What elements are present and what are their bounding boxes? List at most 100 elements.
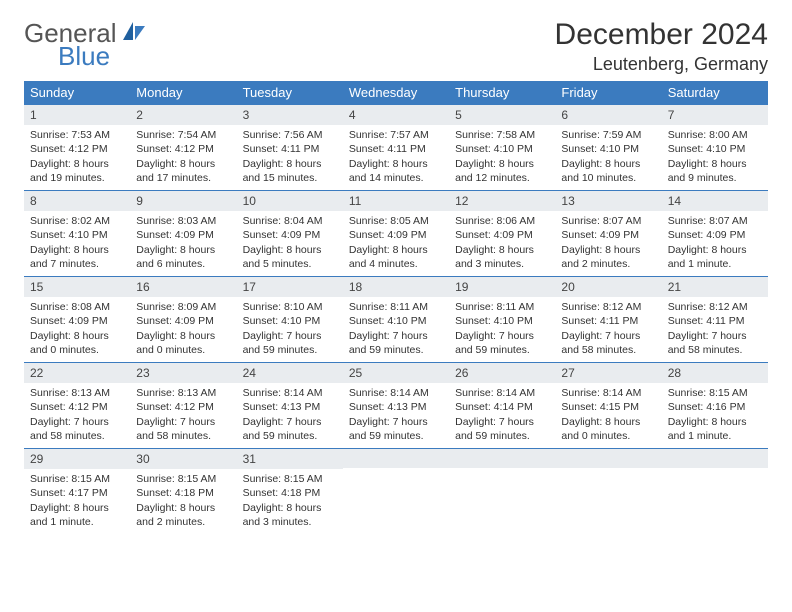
calendar-cell: 7Sunrise: 8:00 AMSunset: 4:10 PMDaylight… <box>662 104 768 190</box>
sunrise-text: Sunrise: 8:04 AM <box>243 214 337 228</box>
sunset-text: Sunset: 4:10 PM <box>30 228 124 242</box>
daylight-text: Daylight: 8 hours and 19 minutes. <box>30 157 124 185</box>
daylight-text: Daylight: 7 hours and 59 minutes. <box>243 415 337 443</box>
sunrise-text: Sunrise: 8:08 AM <box>30 300 124 314</box>
day-body: Sunrise: 8:11 AMSunset: 4:10 PMDaylight:… <box>449 297 555 361</box>
sunrise-text: Sunrise: 8:13 AM <box>136 386 230 400</box>
daylight-text: Daylight: 7 hours and 59 minutes. <box>349 415 443 443</box>
weekday-header: Tuesday <box>237 81 343 104</box>
day-body: Sunrise: 7:59 AMSunset: 4:10 PMDaylight:… <box>555 125 661 189</box>
day-number: 23 <box>130 362 236 383</box>
day-number: 26 <box>449 362 555 383</box>
day-number: 15 <box>24 276 130 297</box>
day-body: Sunrise: 8:05 AMSunset: 4:09 PMDaylight:… <box>343 211 449 275</box>
sunset-text: Sunset: 4:10 PM <box>243 314 337 328</box>
day-number: 14 <box>662 190 768 211</box>
day-number: 16 <box>130 276 236 297</box>
daylight-text: Daylight: 7 hours and 58 minutes. <box>136 415 230 443</box>
sunrise-text: Sunrise: 8:14 AM <box>349 386 443 400</box>
calendar-cell: 10Sunrise: 8:04 AMSunset: 4:09 PMDayligh… <box>237 190 343 276</box>
day-body: Sunrise: 8:03 AMSunset: 4:09 PMDaylight:… <box>130 211 236 275</box>
day-number-empty <box>662 448 768 468</box>
day-number: 27 <box>555 362 661 383</box>
sunset-text: Sunset: 4:12 PM <box>30 142 124 156</box>
calendar-row: 15Sunrise: 8:08 AMSunset: 4:09 PMDayligh… <box>24 276 768 362</box>
day-body: Sunrise: 7:53 AMSunset: 4:12 PMDaylight:… <box>24 125 130 189</box>
day-number-empty <box>555 448 661 468</box>
calendar-cell: 19Sunrise: 8:11 AMSunset: 4:10 PMDayligh… <box>449 276 555 362</box>
sunrise-text: Sunrise: 7:59 AM <box>561 128 655 142</box>
sunrise-text: Sunrise: 8:09 AM <box>136 300 230 314</box>
daylight-text: Daylight: 8 hours and 12 minutes. <box>455 157 549 185</box>
day-body: Sunrise: 8:15 AMSunset: 4:18 PMDaylight:… <box>130 469 236 533</box>
day-body: Sunrise: 8:02 AMSunset: 4:10 PMDaylight:… <box>24 211 130 275</box>
day-number: 29 <box>24 448 130 469</box>
sunrise-text: Sunrise: 8:11 AM <box>455 300 549 314</box>
sunset-text: Sunset: 4:12 PM <box>30 400 124 414</box>
sunrise-text: Sunrise: 8:15 AM <box>668 386 762 400</box>
weekday-header: Wednesday <box>343 81 449 104</box>
daylight-text: Daylight: 8 hours and 10 minutes. <box>561 157 655 185</box>
sunset-text: Sunset: 4:09 PM <box>136 228 230 242</box>
day-number: 8 <box>24 190 130 211</box>
daylight-text: Daylight: 8 hours and 5 minutes. <box>243 243 337 271</box>
sunset-text: Sunset: 4:10 PM <box>455 142 549 156</box>
day-body: Sunrise: 8:15 AMSunset: 4:17 PMDaylight:… <box>24 469 130 533</box>
sunrise-text: Sunrise: 7:57 AM <box>349 128 443 142</box>
day-number: 18 <box>343 276 449 297</box>
sunrise-text: Sunrise: 8:15 AM <box>136 472 230 486</box>
calendar-cell <box>449 448 555 534</box>
day-number: 17 <box>237 276 343 297</box>
day-body: Sunrise: 7:58 AMSunset: 4:10 PMDaylight:… <box>449 125 555 189</box>
sunset-text: Sunset: 4:09 PM <box>136 314 230 328</box>
day-number: 2 <box>130 104 236 125</box>
sunset-text: Sunset: 4:12 PM <box>136 142 230 156</box>
calendar-cell: 8Sunrise: 8:02 AMSunset: 4:10 PMDaylight… <box>24 190 130 276</box>
calendar-cell: 12Sunrise: 8:06 AMSunset: 4:09 PMDayligh… <box>449 190 555 276</box>
sunset-text: Sunset: 4:18 PM <box>243 486 337 500</box>
day-body: Sunrise: 8:14 AMSunset: 4:15 PMDaylight:… <box>555 383 661 447</box>
daylight-text: Daylight: 8 hours and 2 minutes. <box>136 501 230 529</box>
sunrise-text: Sunrise: 8:00 AM <box>668 128 762 142</box>
weekday-header: Monday <box>130 81 236 104</box>
calendar-table: Sunday Monday Tuesday Wednesday Thursday… <box>24 81 768 534</box>
daylight-text: Daylight: 8 hours and 0 minutes. <box>30 329 124 357</box>
sunrise-text: Sunrise: 8:07 AM <box>668 214 762 228</box>
calendar-cell: 14Sunrise: 8:07 AMSunset: 4:09 PMDayligh… <box>662 190 768 276</box>
sunset-text: Sunset: 4:09 PM <box>561 228 655 242</box>
daylight-text: Daylight: 8 hours and 1 minute. <box>668 415 762 443</box>
calendar-cell <box>343 448 449 534</box>
calendar-cell: 13Sunrise: 8:07 AMSunset: 4:09 PMDayligh… <box>555 190 661 276</box>
sunrise-text: Sunrise: 8:15 AM <box>30 472 124 486</box>
calendar-cell: 26Sunrise: 8:14 AMSunset: 4:14 PMDayligh… <box>449 362 555 448</box>
calendar-cell: 31Sunrise: 8:15 AMSunset: 4:18 PMDayligh… <box>237 448 343 534</box>
day-number: 19 <box>449 276 555 297</box>
sunrise-text: Sunrise: 8:14 AM <box>455 386 549 400</box>
calendar-cell <box>662 448 768 534</box>
calendar-cell: 20Sunrise: 8:12 AMSunset: 4:11 PMDayligh… <box>555 276 661 362</box>
day-number: 4 <box>343 104 449 125</box>
sunrise-text: Sunrise: 8:12 AM <box>561 300 655 314</box>
sunset-text: Sunset: 4:14 PM <box>455 400 549 414</box>
sunrise-text: Sunrise: 8:10 AM <box>243 300 337 314</box>
sunset-text: Sunset: 4:10 PM <box>455 314 549 328</box>
sunset-text: Sunset: 4:10 PM <box>561 142 655 156</box>
calendar-cell: 1Sunrise: 7:53 AMSunset: 4:12 PMDaylight… <box>24 104 130 190</box>
calendar-cell: 4Sunrise: 7:57 AMSunset: 4:11 PMDaylight… <box>343 104 449 190</box>
day-body: Sunrise: 8:08 AMSunset: 4:09 PMDaylight:… <box>24 297 130 361</box>
calendar-cell: 2Sunrise: 7:54 AMSunset: 4:12 PMDaylight… <box>130 104 236 190</box>
day-body: Sunrise: 8:14 AMSunset: 4:14 PMDaylight:… <box>449 383 555 447</box>
day-number-empty <box>449 448 555 468</box>
brand-logo: General Blue <box>24 18 147 72</box>
day-body: Sunrise: 7:54 AMSunset: 4:12 PMDaylight:… <box>130 125 236 189</box>
sunrise-text: Sunrise: 7:56 AM <box>243 128 337 142</box>
sunset-text: Sunset: 4:11 PM <box>243 142 337 156</box>
day-body: Sunrise: 8:04 AMSunset: 4:09 PMDaylight:… <box>237 211 343 275</box>
sunset-text: Sunset: 4:09 PM <box>668 228 762 242</box>
day-body: Sunrise: 7:57 AMSunset: 4:11 PMDaylight:… <box>343 125 449 189</box>
day-body-empty <box>449 468 555 528</box>
sunset-text: Sunset: 4:15 PM <box>561 400 655 414</box>
day-number: 11 <box>343 190 449 211</box>
day-number: 5 <box>449 104 555 125</box>
day-body-empty <box>662 468 768 528</box>
